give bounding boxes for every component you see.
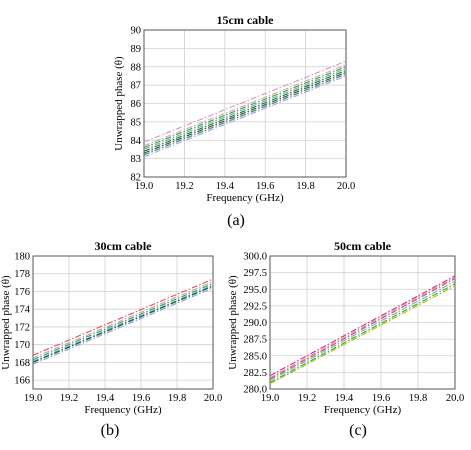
chart2-caption: (b) — [101, 422, 120, 439]
chart3-x-tick-label: 19.8 — [409, 393, 427, 404]
chart2-series-line — [32, 287, 214, 365]
chart1-series-line — [143, 68, 347, 150]
chart3-x-tick-label: 20.0 — [446, 393, 464, 404]
chart3-y-tick-label: 285.0 — [243, 351, 267, 362]
chart1-y-tick-label: 88 — [131, 62, 142, 73]
chart3-y-tick-label: 280.0 — [243, 385, 267, 396]
chart2-title: 30cm cable — [95, 239, 153, 253]
chart3-series-line — [269, 280, 456, 381]
chart3-y-tick-label: 290.0 — [243, 318, 267, 329]
chart1-x-tick-label: 19.8 — [296, 181, 314, 192]
chart2-y-axis-label: Unwrapped phase (θ) — [0, 275, 12, 370]
chart3-x-tick-label: 19.4 — [335, 393, 354, 404]
chart1-x-tick-label: 19.0 — [135, 181, 153, 192]
chart1-x-tick-label: 19.2 — [175, 181, 193, 192]
chart1-y-tick-label: 87 — [131, 81, 142, 92]
chart1-y-tick-label: 89 — [131, 44, 142, 55]
chart1-x-tick-label: 19.4 — [216, 181, 235, 192]
chart2-x-axis-label: Frequency (GHz) — [84, 404, 162, 416]
chart1-series-line — [143, 73, 347, 156]
chart1-x-tick-label: 20.0 — [337, 181, 355, 192]
chart3-series-line — [269, 285, 456, 385]
chart3-y-tick-label: 295.0 — [243, 285, 267, 296]
chart3-title: 50cm cable — [334, 239, 392, 253]
chart1-series-line — [143, 66, 347, 149]
chart2-plot-frame — [32, 255, 214, 390]
chart2-x-tick-label: 20.0 — [204, 393, 222, 404]
chart3-y-tick-label: 297.5 — [243, 268, 267, 279]
chart2-series-line — [32, 281, 214, 359]
chart3-y-tick-label: 287.5 — [243, 335, 267, 346]
chart2-series-line — [32, 278, 214, 356]
chart2-y-tick-label: 166 — [14, 376, 30, 387]
chart1-y-tick-label: 83 — [131, 154, 142, 165]
chart1-caption: (a) — [227, 212, 245, 229]
chart2-plot-area — [32, 255, 214, 390]
chart2-y-tick-label: 172 — [14, 322, 30, 333]
chart3-x-tick-label: 19.6 — [372, 393, 390, 404]
chart3-x-tick-label: 19.2 — [298, 393, 316, 404]
chart2-y-tick-label: 174 — [14, 305, 31, 316]
chart1-x-axis-label: Frequency (GHz) — [206, 192, 284, 204]
chart1-x-tick-label: 19.6 — [256, 181, 274, 192]
chart1-y-tick-label: 85 — [131, 117, 142, 128]
chart2-x-tick-label: 19.4 — [96, 393, 115, 404]
chart1-series-line — [143, 60, 347, 143]
chart3-y-tick-label: 300.0 — [243, 252, 267, 263]
chart1-series-line — [143, 75, 347, 158]
chart2-x-tick-label: 19.8 — [168, 393, 186, 404]
chart1-y-axis-label: Unwrapped phase (θ) — [113, 56, 125, 151]
chart2-x-tick-label: 19.2 — [60, 393, 78, 404]
chart2-series-line — [32, 282, 214, 361]
chart3-plot-frame — [269, 255, 456, 390]
chart1-y-tick-label: 86 — [131, 99, 142, 110]
chart2-y-tick-label: 176 — [14, 287, 30, 298]
chart2-y-tick-label: 170 — [14, 340, 30, 351]
chart1-y-tick-label: 82 — [131, 173, 142, 184]
chart3-series-line — [269, 278, 456, 380]
chart2-series-line — [32, 285, 214, 363]
chart2-y-tick-label: 180 — [14, 252, 30, 263]
chart2-x-tick-label: 19.0 — [24, 393, 42, 404]
chart3-series-line — [269, 283, 456, 383]
chart3-series-line — [269, 275, 456, 377]
chart1-y-tick-label: 84 — [131, 136, 142, 147]
chart3-x-axis-label: Frequency (GHz) — [324, 404, 402, 416]
chart3-caption: (c) — [349, 422, 367, 439]
chart2-x-tick-label: 19.6 — [132, 393, 150, 404]
chart1-y-tick-label: 90 — [131, 26, 142, 37]
chart1-series-line — [143, 64, 347, 147]
chart3-y-tick-label: 292.5 — [243, 301, 267, 312]
chart1-plot-frame — [143, 29, 347, 178]
chart2-y-tick-label: 168 — [14, 358, 30, 369]
chart1-series-line — [143, 69, 347, 152]
chart2-y-tick-label: 178 — [14, 269, 30, 280]
chart1-series-line — [143, 71, 347, 154]
chart3-y-axis-label: Unwrapped phase (θ) — [227, 275, 239, 370]
chart2-series-line — [32, 284, 214, 363]
chart3-x-tick-label: 19.0 — [261, 393, 279, 404]
chart3-y-tick-label: 282.5 — [243, 368, 267, 379]
chart1-title: 15cm cable — [217, 13, 275, 27]
chart3-series-line — [269, 276, 456, 379]
